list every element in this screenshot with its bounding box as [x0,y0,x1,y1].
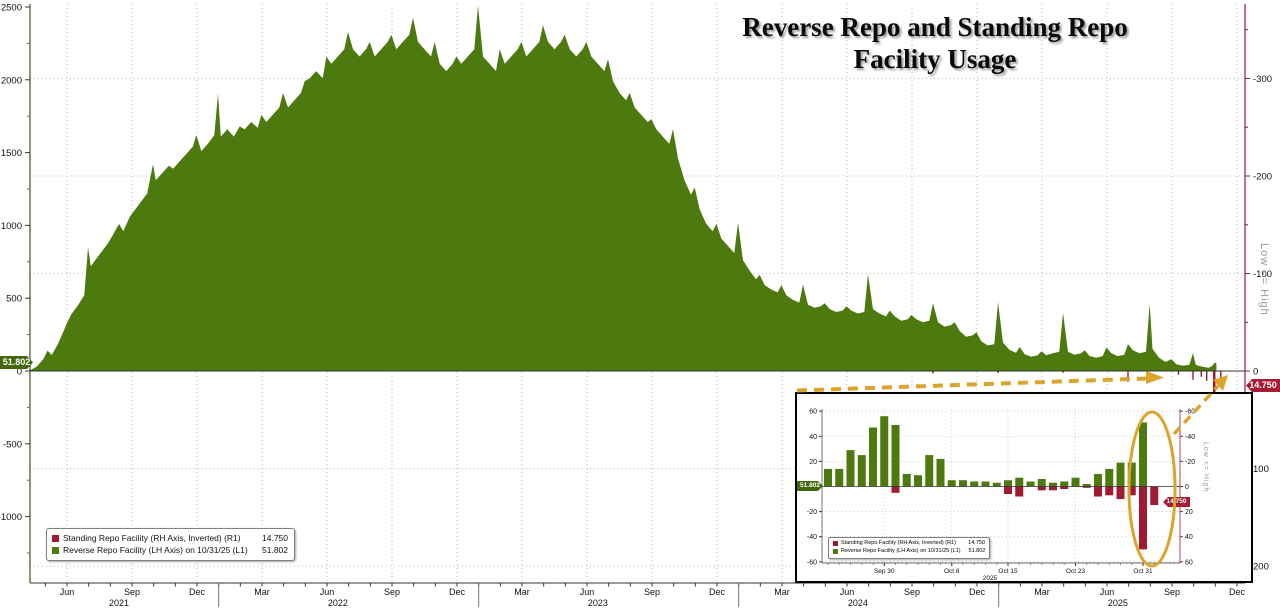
svg-text:Jun: Jun [60,587,75,597]
svg-text:0: 0 [1253,367,1258,378]
reverse-repo-last-value-badge: 51.802 [0,356,33,369]
svg-text:-40: -40 [1185,434,1195,441]
inset-reverse-repo-badge: 51.802 [797,481,823,491]
svg-text:20: 20 [809,459,817,466]
svg-text:Jun: Jun [840,587,855,597]
svg-text:Sep 30: Sep 30 [874,568,895,575]
svg-text:Sep: Sep [1164,587,1180,597]
title-line-2: Facility Usage [853,43,1017,74]
svg-text:-100: -100 [1253,269,1272,280]
svg-text:100: 100 [1253,464,1269,475]
svg-text:40: 40 [1185,534,1193,541]
svg-text:-300: -300 [1253,74,1272,85]
svg-text:-40: -40 [807,534,817,541]
svg-text:Dec: Dec [709,587,726,597]
svg-text:2024: 2024 [848,598,868,608]
right-axis-direction-label: Low <= High [1258,243,1270,316]
svg-text:Jun: Jun [320,587,335,597]
x-axis: Jun Sep Dec Mar Jun Sep Dec Mar Jun Sep Dec Mar Jun S… [44,583,1246,608]
left-axis: 2500 2000 1500 1000 500 0 -500 -1000 [0,3,30,554]
svg-text:Mar: Mar [774,587,790,597]
svg-text:2021: 2021 [109,598,129,608]
svg-text:2022: 2022 [328,598,348,608]
legend-item-reverse-repo: Reverse Repo Facility (LH Axis) on 10/31… [833,548,985,556]
legend-item-standing-repo: Standing Repo Facility (RH Axis, Inverte… [52,532,288,544]
legend-value: 51.802 [968,547,986,554]
svg-text:Dec: Dec [449,587,466,597]
reverse-repo-swatch [833,549,838,555]
svg-text:Oct 15: Oct 15 [998,568,1018,575]
svg-text:200: 200 [1253,562,1269,573]
inset-axis-direction-label: Low <= High [1202,442,1209,493]
svg-text:-500: -500 [3,439,22,450]
svg-text:2025: 2025 [1108,598,1128,608]
svg-text:-1000: -1000 [0,512,22,523]
svg-text:Sep: Sep [904,587,920,597]
reverse-repo-swatch [52,546,59,554]
svg-text:Oct 8: Oct 8 [944,568,960,575]
svg-text:Mar: Mar [1034,587,1050,597]
svg-text:0: 0 [1185,484,1189,491]
main-legend: Standing Repo Facility (RH Axis, Inverte… [46,528,295,561]
svg-text:60: 60 [809,409,817,416]
svg-text:40: 40 [809,434,817,441]
svg-text:1000: 1000 [1,221,22,232]
svg-text:Dec: Dec [189,587,206,597]
reverse-repo-area [30,5,1217,371]
standing-repo-swatch [52,534,59,542]
legend-item-reverse-repo: Reverse Repo Facility (LH Axis) on 10/31… [52,544,288,556]
svg-text:Sep: Sep [644,587,660,597]
svg-text:20: 20 [1185,509,1193,516]
legend-value: 51.802 [262,545,288,556]
svg-text:Jun: Jun [580,587,595,597]
svg-text:Dec: Dec [969,587,986,597]
svg-text:2023: 2023 [588,598,608,608]
svg-text:-60: -60 [807,559,817,566]
inset-standing-repo-badge: 14.750 [1163,497,1190,507]
title-line-1: Reverse Repo and Standing Repo [742,12,1128,42]
svg-text:Mar: Mar [514,587,530,597]
svg-text:-200: -200 [1253,172,1272,183]
svg-text:Sep: Sep [384,587,400,597]
svg-text:60: 60 [1185,559,1193,566]
svg-text:Jun: Jun [1100,587,1115,597]
legend-item-standing-repo: Standing Repo Facility (RH Axis, Inverte… [833,540,985,548]
legend-label: Reverse Repo Facility (LH Axis) on 10/31… [63,545,248,556]
svg-text:Oct 23: Oct 23 [1066,568,1086,575]
legend-value: 14.750 [262,533,288,543]
svg-text:2500: 2500 [1,3,22,14]
svg-text:Mar: Mar [254,587,270,597]
svg-text:Sep: Sep [124,587,140,597]
svg-text:500: 500 [6,294,22,305]
inset-right-axis: -60 -40 -20 0 20 40 60 [1180,409,1195,566]
legend-label: Standing Repo Facility (RH Axis, Inverte… [841,540,956,546]
legend-value: 14.750 [968,540,985,546]
svg-text:-60: -60 [1185,409,1195,416]
svg-text:-20: -20 [807,509,817,516]
legend-label: Standing Repo Facility (RH Axis, Inverte… [63,533,241,543]
inset-reverse-repo-bars [824,416,1147,487]
standing-repo-last-value-badge: 14.750 [1246,379,1280,392]
inset-legend: Standing Repo Facility (RH Axis, Inverte… [828,537,990,559]
svg-text:-20: -20 [1185,459,1195,466]
svg-text:1500: 1500 [1,148,22,159]
svg-text:Dec: Dec [1229,587,1246,597]
svg-text:2000: 2000 [1,75,22,86]
standing-repo-swatch [833,541,838,547]
svg-text:2025: 2025 [983,575,998,581]
page-title: Reverse Repo and Standing Repo Facility … [650,12,1220,76]
legend-label: Reverse Repo Facility (LH Axis) on 10/31… [841,547,961,554]
svg-text:0: 0 [17,367,22,378]
svg-text:Oct 31: Oct 31 [1133,568,1153,575]
inset-x-axis: Sep 30 Oct 8 Oct 15 Oct 23 Oct 31 2025 [827,563,1155,581]
